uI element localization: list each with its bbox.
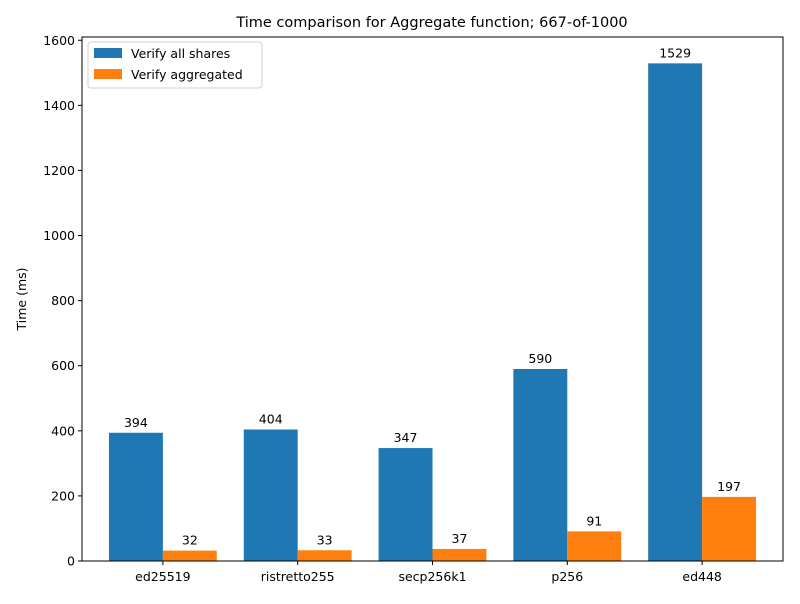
bar-verify-all-shares-p256 xyxy=(513,368,568,561)
bar-verify-aggregated-secp256k1 xyxy=(432,548,487,561)
legend-label-verify-aggregated: Verify aggregated xyxy=(131,67,243,82)
x-tick-label-ristretto255: ristretto255 xyxy=(261,569,335,584)
bar-verify-all-shares-ed448 xyxy=(648,63,703,562)
bar-verify-all-shares-ristretto255 xyxy=(243,429,298,561)
data-label-verify-aggregated-secp256k1: 37 xyxy=(452,531,468,546)
legend-swatch-verify-all-shares xyxy=(94,48,122,58)
data-label-verify-aggregated-ed448: 197 xyxy=(717,479,741,494)
y-tick-label: 1400 xyxy=(43,98,75,113)
data-label-verify-aggregated-ed25519: 32 xyxy=(182,533,198,548)
x-tick-label-p256: p256 xyxy=(551,569,583,584)
data-label-verify-all-shares-ed25519: 394 xyxy=(124,415,148,430)
data-label-verify-all-shares-p256: 590 xyxy=(528,351,552,366)
data-label-verify-aggregated-p256: 91 xyxy=(586,513,602,528)
y-tick-label: 200 xyxy=(51,488,75,503)
x-tick-label-ed25519: ed25519 xyxy=(135,569,190,584)
bar-verify-all-shares-secp256k1 xyxy=(378,448,433,561)
data-label-verify-all-shares-ristretto255: 404 xyxy=(259,412,283,427)
y-tick-label: 800 xyxy=(51,293,75,308)
legend-swatch-verify-aggregated xyxy=(94,69,122,79)
bar-verify-aggregated-ristretto255 xyxy=(297,550,352,561)
chart-title: Time comparison for Aggregate function; … xyxy=(235,15,627,31)
x-tick-label-secp256k1: secp256k1 xyxy=(398,569,466,584)
y-tick-label: 1000 xyxy=(43,228,75,243)
y-tick-label: 1600 xyxy=(43,33,75,48)
legend-frame xyxy=(87,41,263,89)
plot-frame xyxy=(81,36,784,562)
x-tick-label-ed448: ed448 xyxy=(682,569,722,584)
bars-layer xyxy=(108,63,757,562)
bar-verify-aggregated-ed25519 xyxy=(162,550,217,561)
y-tick-label: 1200 xyxy=(43,163,75,178)
y-axis-label: Time (ms) xyxy=(14,267,29,331)
x-axis-ticks: ed25519 ristretto255 secp256k1 p256 ed448 xyxy=(135,561,722,584)
y-axis-ticks: 0 200 400 600 800 1000 1200 1400 1600 xyxy=(43,33,82,569)
bar-verify-all-shares-ed25519 xyxy=(108,432,163,561)
data-label-verify-all-shares-ed448: 1529 xyxy=(659,45,691,60)
data-labels-layer: 394 404 347 590 1529 32 33 37 91 197 xyxy=(124,45,741,547)
legend: Verify all shares Verify aggregated xyxy=(87,41,263,89)
y-tick-label: 600 xyxy=(51,358,75,373)
y-tick-label: 0 xyxy=(67,554,75,569)
bar-verify-aggregated-p256 xyxy=(567,531,622,561)
data-label-verify-all-shares-secp256k1: 347 xyxy=(394,430,418,445)
y-tick-label: 400 xyxy=(51,423,75,438)
data-label-verify-aggregated-ristretto255: 33 xyxy=(317,532,333,547)
bar-verify-aggregated-ed448 xyxy=(702,496,757,561)
legend-label-verify-all-shares: Verify all shares xyxy=(131,46,230,61)
